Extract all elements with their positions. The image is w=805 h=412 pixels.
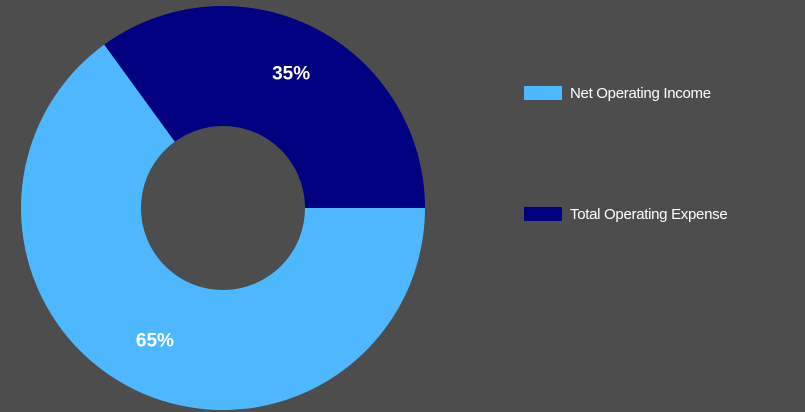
legend-label-total-operating-expense: Total Operating Expense (570, 205, 728, 223)
legend-item-total-operating-expense: Total Operating Expense (524, 203, 728, 225)
slice-label-net-operating-income: 65% (136, 331, 174, 352)
legend-label-net-operating-income: Net Operating Income (570, 84, 711, 102)
legend-item-net-operating-income: Net Operating Income (524, 82, 711, 104)
slice-label-total-operating-expense: 35% (272, 63, 310, 84)
donut-slice-net-operating-income (20, 44, 426, 411)
legend-swatch-total-operating-expense (524, 207, 562, 221)
legend-swatch-net-operating-income (524, 86, 562, 100)
donut-slice-total-operating-expense (104, 6, 425, 208)
